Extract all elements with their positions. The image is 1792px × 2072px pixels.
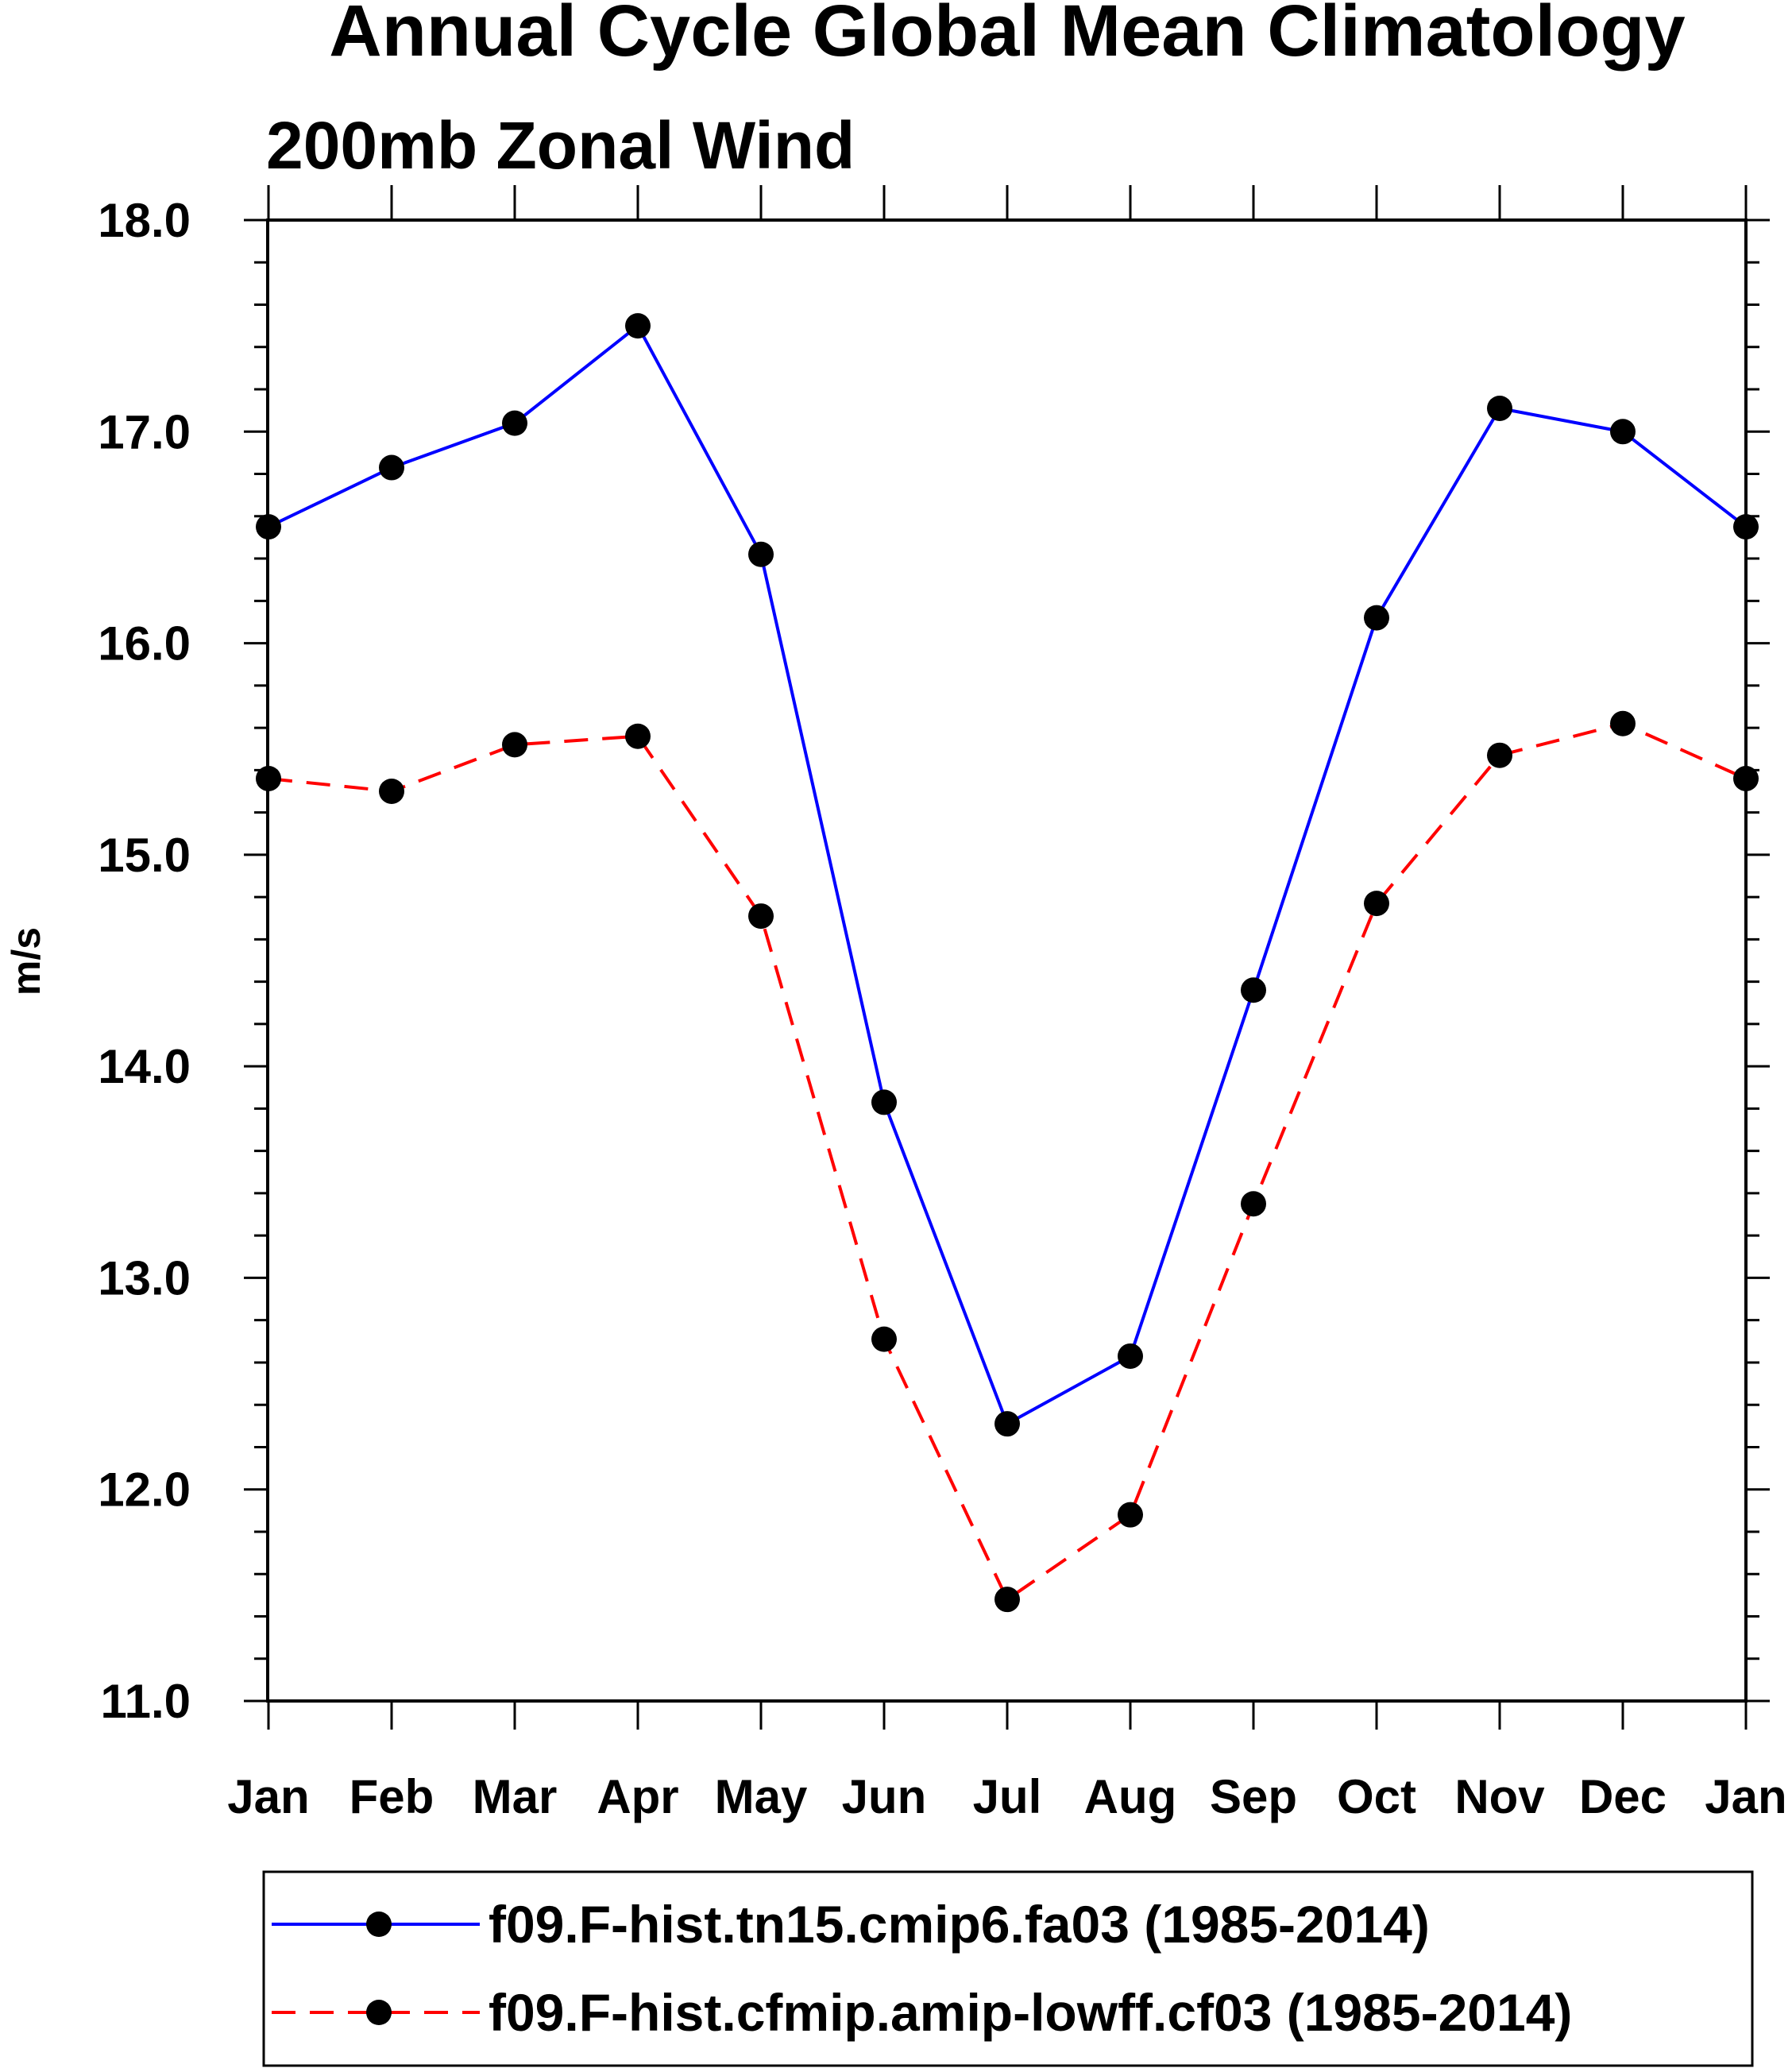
x-tick-label: Jan bbox=[227, 1770, 309, 1823]
data-point-s2-8 bbox=[1241, 1191, 1266, 1217]
x-tick-label: Jun bbox=[842, 1770, 927, 1823]
data-point-s1-10 bbox=[1487, 395, 1512, 421]
data-point-s1-6 bbox=[994, 1411, 1020, 1437]
legend-label-2: f09.F-hist.cfmip.amip-lowff.cf03 (1985-2… bbox=[489, 1983, 1572, 2042]
data-point-s2-3 bbox=[625, 723, 651, 749]
data-point-s2-9 bbox=[1364, 891, 1389, 917]
axis-ticks bbox=[244, 185, 1770, 1730]
plot-frame bbox=[266, 218, 1748, 1703]
y-tick-label: 17.0 bbox=[98, 405, 191, 458]
x-tick-label: Feb bbox=[350, 1770, 434, 1823]
x-tick-label: Apr bbox=[597, 1770, 678, 1823]
y-tick-label: 18.0 bbox=[98, 194, 191, 247]
data-point-s2-2 bbox=[502, 732, 527, 758]
legend-marker-2 bbox=[366, 2000, 392, 2025]
y-tick-label: 15.0 bbox=[98, 829, 191, 882]
legend-label-1: f09.F-hist.tn15.cmip6.fa03 (1985-2014) bbox=[489, 1895, 1430, 1954]
y-tick-label: 11.0 bbox=[101, 1675, 191, 1728]
data-point-s2-4 bbox=[748, 903, 774, 930]
x-tick-label: Nov bbox=[1454, 1770, 1545, 1823]
axis-tick-labels: 11.0 12.0 13.0 14.0 15.0 16.0 17.0 18.0 Jan Feb Ma… bbox=[98, 194, 1786, 1823]
x-tick-label: Jul bbox=[973, 1770, 1042, 1823]
data-point-s1-7 bbox=[1118, 1343, 1143, 1369]
x-tick-label: Sep bbox=[1210, 1770, 1297, 1823]
series-markers bbox=[256, 313, 1759, 1613]
chart-subtitle: 200mb Zonal Wind bbox=[266, 108, 855, 183]
x-tick-label: Jan bbox=[1705, 1770, 1786, 1823]
series-line-2 bbox=[268, 721, 1747, 1602]
y-tick-label: 13.0 bbox=[98, 1251, 191, 1305]
data-point-s2-11 bbox=[1610, 710, 1636, 736]
legend-marker-1 bbox=[366, 1912, 392, 1937]
data-point-s1-11 bbox=[1610, 419, 1636, 445]
x-tick-label: May bbox=[715, 1770, 808, 1823]
data-point-s2-10 bbox=[1487, 742, 1512, 768]
series-line-1 bbox=[268, 323, 1748, 1427]
data-point-s1-3 bbox=[625, 313, 651, 339]
data-point-s1-8 bbox=[1241, 977, 1266, 1003]
data-point-s1-5 bbox=[871, 1089, 897, 1115]
series-lines bbox=[268, 323, 1748, 1602]
chart-title: Annual Cycle Global Mean Climatology bbox=[329, 0, 1685, 72]
data-point-s1-2 bbox=[502, 410, 527, 436]
x-tick-label: Aug bbox=[1084, 1770, 1177, 1823]
legend: f09.F-hist.tn15.cmip6.fa03 (1985-2014) f0… bbox=[262, 1870, 1754, 2067]
x-tick-label: Mar bbox=[473, 1770, 558, 1823]
data-point-s2-1 bbox=[379, 778, 404, 804]
legend-box bbox=[262, 1870, 1754, 2067]
y-axis-label: m/s bbox=[4, 927, 48, 995]
data-point-s1-1 bbox=[379, 454, 404, 481]
y-tick-label: 12.0 bbox=[98, 1463, 191, 1517]
data-point-s2-7 bbox=[1118, 1502, 1143, 1528]
y-tick-label: 16.0 bbox=[98, 617, 191, 671]
data-point-s2-5 bbox=[871, 1326, 897, 1352]
x-tick-label: Dec bbox=[1579, 1770, 1666, 1823]
data-point-s1-4 bbox=[748, 541, 774, 567]
data-point-s1-9 bbox=[1364, 605, 1389, 631]
x-tick-label: Oct bbox=[1337, 1770, 1416, 1823]
data-point-s2-6 bbox=[994, 1587, 1020, 1613]
y-tick-label: 14.0 bbox=[98, 1040, 191, 1093]
